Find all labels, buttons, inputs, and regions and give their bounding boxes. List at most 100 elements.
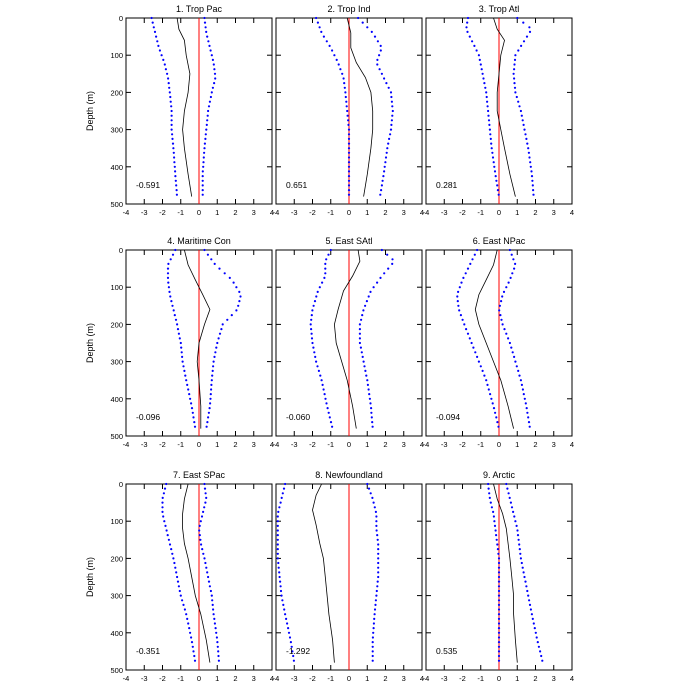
lower-bound-dot	[171, 137, 174, 140]
upper-bound-dot	[509, 276, 512, 279]
y-tick-label: 400	[110, 629, 123, 638]
upper-bound-dot	[371, 421, 374, 424]
lower-bound-dot	[167, 77, 170, 80]
upper-bound-dot	[517, 369, 520, 372]
upper-bound-dot	[522, 40, 526, 43]
lower-bound-dot	[470, 341, 473, 345]
upper-bound-dot	[209, 589, 212, 593]
lower-bound-dot	[497, 650, 501, 653]
lower-bound-dot	[468, 337, 471, 340]
upper-bound-dot	[373, 35, 377, 38]
lower-bound-dot	[457, 290, 460, 293]
upper-bound-dot	[377, 543, 380, 546]
lower-bound-dot	[497, 589, 501, 593]
lower-bound-dot	[172, 309, 175, 312]
upper-bound-dot	[370, 30, 373, 33]
lower-bound-dot	[347, 137, 351, 140]
lower-bound-dot	[183, 608, 186, 611]
upper-bound-dot	[371, 641, 374, 644]
upper-bound-dot	[207, 416, 210, 419]
x-tick-label: 2	[233, 440, 237, 449]
x-tick-label: -3	[441, 674, 448, 683]
lower-bound-dot	[497, 636, 501, 639]
lower-bound-dot	[176, 575, 179, 579]
upper-bound-dot	[373, 613, 376, 616]
lower-bound-dot	[457, 304, 460, 307]
lower-bound-dot	[483, 82, 486, 85]
x-tick-label: 3	[552, 674, 556, 683]
lower-bound-dot	[179, 341, 182, 345]
upper-bound-dot	[383, 170, 386, 173]
panel-value-label: 0.535	[436, 646, 458, 656]
lower-bound-dot	[161, 496, 164, 499]
upper-bound-dot	[217, 654, 220, 658]
lower-bound-dot	[493, 170, 497, 173]
lower-bound-dot	[276, 529, 279, 532]
upper-bound-dot	[529, 608, 533, 611]
y-tick-label: 0	[119, 480, 123, 489]
upper-bound-dot	[210, 91, 213, 94]
upper-bound-dot	[209, 393, 212, 396]
lower-bound-dot	[466, 21, 469, 24]
mean-profile-line	[312, 483, 335, 663]
upper-bound-dot	[519, 379, 523, 382]
upper-bound-dot	[376, 63, 379, 66]
lower-bound-dot	[325, 40, 328, 43]
lower-bound-dot	[331, 425, 334, 428]
lower-bound-dot	[161, 510, 164, 513]
lower-bound-dot	[279, 585, 282, 588]
upper-bound-dot	[517, 538, 520, 541]
panel-value-label: -1.292	[286, 646, 310, 656]
upper-bound-dot	[509, 501, 512, 504]
lower-bound-dot	[324, 272, 327, 275]
upper-bound-dot	[206, 253, 209, 256]
upper-bound-dot	[216, 641, 219, 644]
upper-bound-dot	[499, 314, 502, 317]
upper-bound-dot	[541, 659, 544, 662]
upper-bound-dot	[524, 133, 527, 136]
upper-bound-dot	[531, 179, 534, 182]
panel-title: 2. Trop Ind	[327, 4, 370, 14]
panel-title: 9. Arctic	[483, 470, 516, 480]
lower-bound-dot	[290, 645, 293, 648]
lower-bound-dot	[172, 557, 175, 560]
upper-bound-dot	[523, 397, 526, 400]
upper-bound-dot	[357, 16, 360, 20]
lower-bound-dot	[466, 16, 470, 20]
panel-title: 3. Trop Atl	[479, 4, 520, 14]
lower-bound-dot	[152, 26, 155, 29]
upper-bound-dot	[536, 641, 539, 644]
lower-bound-dot	[324, 262, 327, 265]
lower-bound-dot	[177, 585, 180, 588]
lower-bound-dot	[327, 253, 330, 256]
lower-bound-dot	[276, 552, 279, 555]
lower-bound-dot	[343, 86, 346, 89]
x-tick-label: 3	[402, 208, 406, 217]
lower-bound-dot	[277, 510, 280, 513]
upper-bound-dot	[527, 147, 530, 150]
upper-bound-dot	[511, 272, 514, 275]
upper-bound-dot	[218, 332, 222, 335]
upper-bound-dot	[367, 487, 371, 490]
x-tick-label: -1	[327, 674, 334, 683]
x-tick-label: -1	[327, 440, 334, 449]
upper-bound-dot	[383, 165, 386, 168]
x-tick-label: 2	[383, 674, 387, 683]
x-tick-label: 3	[252, 440, 256, 449]
upper-bound-dot	[520, 561, 523, 565]
upper-bound-dot	[379, 49, 382, 52]
upper-bound-dot	[526, 142, 529, 145]
lower-bound-dot	[491, 402, 494, 405]
lower-bound-dot	[176, 323, 179, 326]
panel-value-label: -0.351	[136, 646, 160, 656]
lower-bound-dot	[172, 147, 175, 150]
upper-bound-dot	[205, 123, 208, 126]
lower-bound-dot	[489, 137, 492, 140]
lower-bound-dot	[167, 286, 170, 289]
x-tick-label: 3	[252, 674, 256, 683]
upper-bound-dot	[387, 86, 390, 89]
lower-bound-dot	[494, 529, 497, 532]
upper-bound-dot	[358, 323, 361, 326]
x-tick-label: 1	[365, 440, 369, 449]
upper-bound-dot	[519, 109, 523, 113]
